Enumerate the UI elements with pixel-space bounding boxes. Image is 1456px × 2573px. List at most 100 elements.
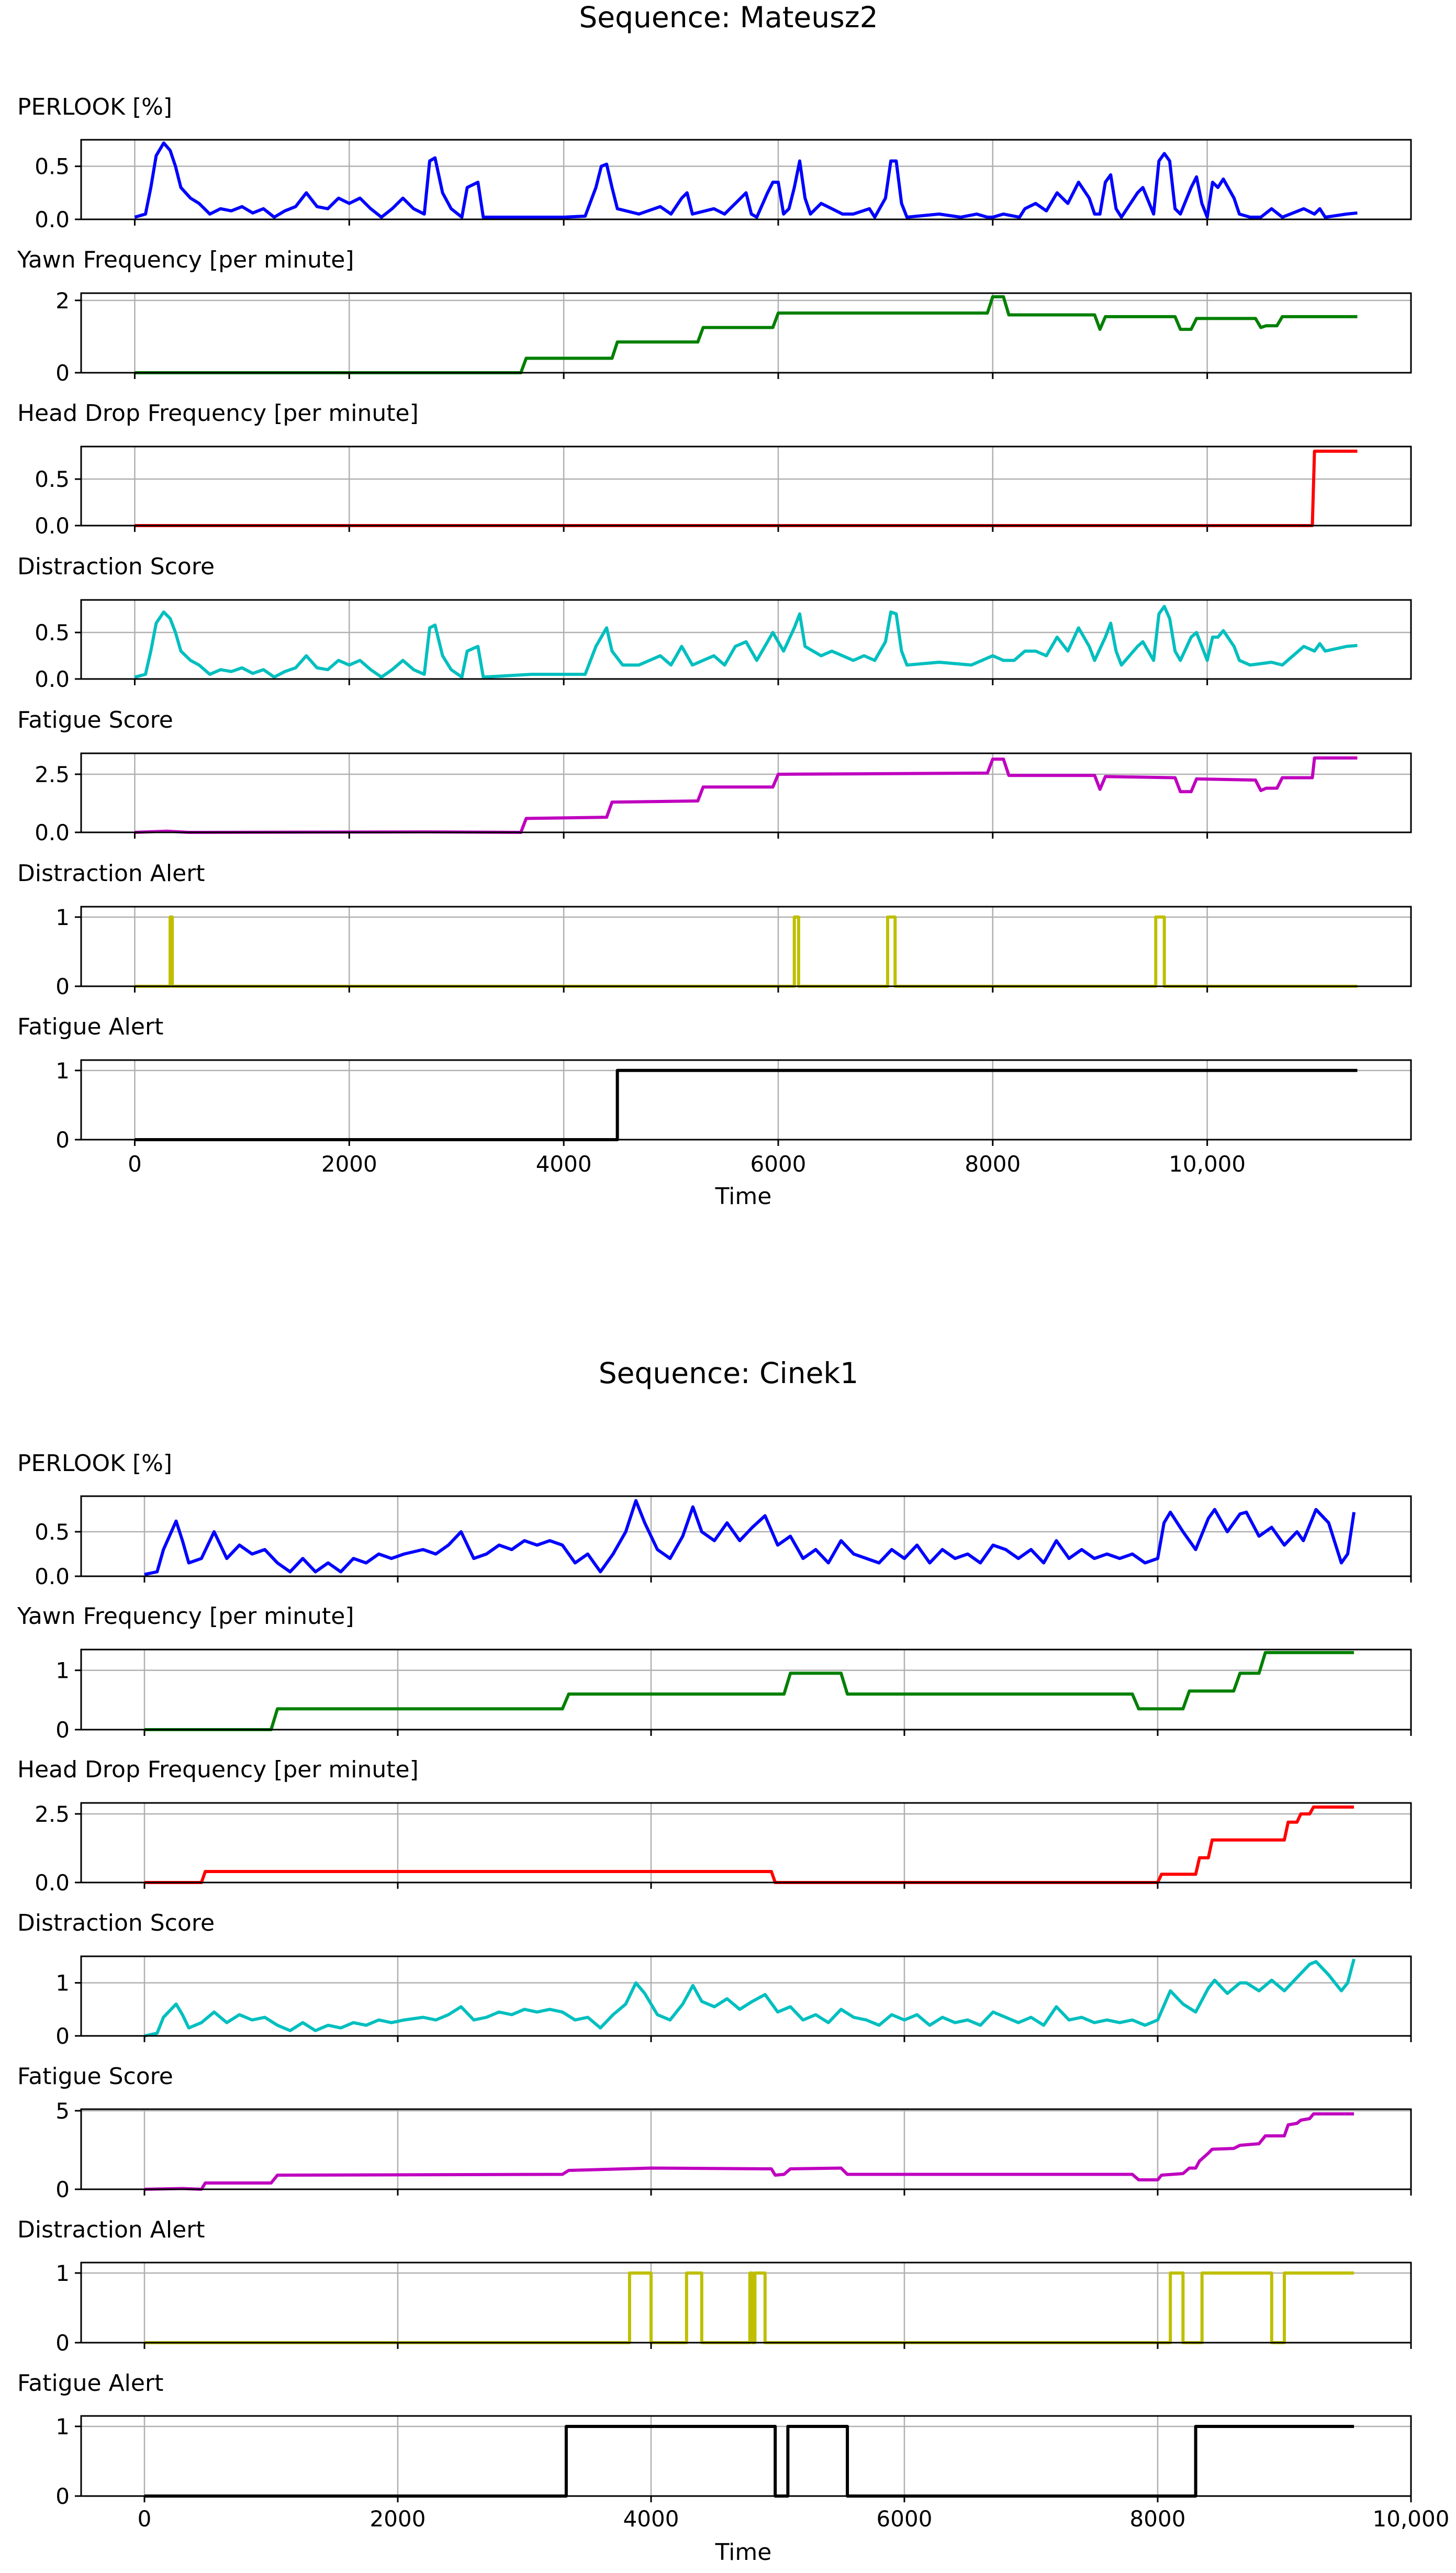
- plot-frame: [80, 2262, 1412, 2344]
- x-tick-label: 8000: [965, 1151, 1021, 1177]
- series-line-fatigue-alert: [135, 1068, 1358, 1141]
- plot-frame: [80, 292, 1412, 374]
- panel-fatigue-score: Fatigue Score 0.0 2.5: [17, 707, 1412, 845]
- x-tick-label: 2000: [321, 1151, 377, 1177]
- panel-head-drop-frequency: Head Drop Frequency [per minute] 0.0 0.5: [17, 400, 1412, 539]
- y-tick-label: 0.5: [35, 1519, 70, 1545]
- panel-title-fatigue-alert: Fatigue Alert: [17, 2370, 163, 2397]
- x-tick-label: 6000: [751, 1151, 807, 1177]
- series-line-fatigue-alert: [144, 2425, 1354, 2498]
- panel-title-perlook: PERLOOK [%]: [17, 94, 172, 120]
- panel-title-distraction-score: Distraction Score: [17, 553, 215, 580]
- panel-distraction-score: Distraction Score 0 1: [17, 1910, 1412, 2049]
- panel-title-yawn-frequency: Yawn Frequency [per minute]: [17, 1603, 354, 1630]
- y-tick-label: 1: [55, 1058, 70, 1084]
- y-tick-label: 0: [55, 1127, 70, 1153]
- y-tick-label: 2.5: [35, 762, 70, 787]
- panel-title-yawn-frequency: Yawn Frequency [per minute]: [17, 247, 354, 273]
- series-line-distraction-score: [144, 1958, 1356, 2037]
- y-tick-label: 0: [55, 360, 70, 386]
- y-tick-label: 1: [55, 2260, 70, 2286]
- y-tick-label: 2: [55, 288, 70, 314]
- x-tick-label: 0: [138, 2506, 152, 2532]
- series-line-distraction-score: [134, 605, 1358, 679]
- y-tick-label: 0: [55, 2483, 70, 2509]
- subfigure-1: Sequence: Mateusz2 PERLOOK [%] 0.0 0.5 Yawn …: [17, 1, 1412, 1210]
- y-tick-label: 0: [55, 1717, 70, 1743]
- plot-frame: [80, 1802, 1412, 1884]
- plot-frame: [80, 752, 1412, 833]
- y-tick-label: 0.5: [35, 466, 70, 492]
- x-tick-label: 4000: [536, 1151, 592, 1177]
- y-tick-label: 0.0: [35, 1564, 70, 1589]
- y-tick-label: 5: [55, 2098, 70, 2124]
- panel-distraction-score: Distraction Score 0.0 0.5: [17, 553, 1412, 692]
- x-tick-label: 0: [128, 1151, 142, 1177]
- y-tick-label: 0.0: [35, 1870, 70, 1896]
- x-tick-label: 8000: [1130, 2506, 1186, 2532]
- panel-fatigue-score: Fatigue Score 0 5: [17, 2063, 1412, 2202]
- plot-frame: [80, 1059, 1412, 1141]
- panel-yawn-frequency: Yawn Frequency [per minute] 0 2: [17, 247, 1412, 386]
- panel-fatigue-alert: Fatigue Alert 0 1: [17, 2370, 1412, 2509]
- x-axis-label: Time: [715, 1183, 772, 1210]
- y-tick-label: 0: [55, 974, 70, 999]
- panel-title-perlook: PERLOOK [%]: [17, 1450, 172, 1477]
- y-tick-label: 0: [55, 2023, 70, 2049]
- y-tick-label: 1: [55, 1658, 70, 1684]
- y-tick-label: 0.0: [35, 820, 70, 845]
- y-tick-label: 0.0: [35, 513, 70, 539]
- panel-perlook: PERLOOK [%] 0.0 0.5: [17, 1450, 1412, 1589]
- y-tick-label: 0.0: [35, 207, 70, 232]
- panel-yawn-frequency: Yawn Frequency [per minute] 0 1: [17, 1603, 1412, 1743]
- chart-title: Sequence: Mateusz2: [579, 1, 878, 34]
- plot-frame: [80, 139, 1412, 220]
- y-tick-label: 0.5: [35, 620, 70, 645]
- panel-title-fatigue-score: Fatigue Score: [17, 2063, 173, 2090]
- y-tick-label: 1: [55, 1970, 70, 1996]
- series-line-head-drop-frequency: [135, 449, 1358, 527]
- plot-frame: [80, 2108, 1412, 2190]
- series-line-yawn-frequency: [135, 295, 1358, 374]
- series-line-perlook: [134, 141, 1358, 219]
- plot-frame: [80, 599, 1412, 680]
- y-tick-label: 1: [55, 905, 70, 930]
- panel-head-drop-frequency: Head Drop Frequency [per minute] 0.0 2.5: [17, 1756, 1412, 1896]
- panel-title-head-drop-frequency: Head Drop Frequency [per minute]: [17, 1756, 419, 1783]
- x-tick-label: 2000: [370, 2506, 426, 2532]
- panel-title-distraction-score: Distraction Score: [17, 1910, 215, 1936]
- plot-frame: [80, 2415, 1412, 2497]
- x-tick-label: 4000: [623, 2506, 679, 2532]
- y-tick-label: 0: [55, 2177, 70, 2202]
- panel-perlook: PERLOOK [%] 0.0 0.5: [17, 94, 1412, 232]
- y-tick-label: 2.5: [35, 1801, 70, 1827]
- y-tick-label: 0: [55, 2330, 70, 2356]
- series-line-head-drop-frequency: [144, 1805, 1354, 1884]
- y-tick-label: 0.5: [35, 154, 70, 180]
- y-tick-label: 1: [55, 2414, 70, 2440]
- panel-title-head-drop-frequency: Head Drop Frequency [per minute]: [17, 400, 419, 427]
- plot-frame: [80, 1955, 1412, 2037]
- panel-title-distraction-alert: Distraction Alert: [17, 860, 205, 887]
- series-line-distraction-alert: [135, 915, 1358, 988]
- series-line-perlook: [144, 1499, 1356, 1576]
- series-line-fatigue-score: [144, 2112, 1354, 2191]
- panel-distraction-alert: Distraction Alert 0 1: [17, 2216, 1412, 2356]
- x-tick-label: 6000: [877, 2506, 933, 2532]
- panel-title-fatigue-score: Fatigue Score: [17, 707, 173, 733]
- plot-frame: [80, 906, 1412, 987]
- plot-frame: [80, 1648, 1412, 1731]
- panel-distraction-alert: Distraction Alert 0 1: [17, 860, 1412, 999]
- x-axis-label: Time: [715, 2539, 772, 2566]
- x-tick-label: 10,000: [1373, 2506, 1450, 2532]
- x-tick-label: 10,000: [1169, 1151, 1246, 1177]
- series-line-yawn-frequency: [144, 1651, 1354, 1731]
- plot-frame: [80, 445, 1412, 527]
- subfigure-2: Sequence: Cinek1 PERLOOK [%] 0.0 0.5 Yawn Fr…: [17, 1356, 1449, 2566]
- panel-fatigue-alert: Fatigue Alert 0 1: [17, 1013, 1412, 1153]
- chart-title: Sequence: Cinek1: [599, 1356, 859, 1390]
- series-line-distraction-alert: [144, 2271, 1354, 2344]
- y-tick-label: 0.0: [35, 666, 70, 692]
- plot-frame: [80, 1495, 1412, 1577]
